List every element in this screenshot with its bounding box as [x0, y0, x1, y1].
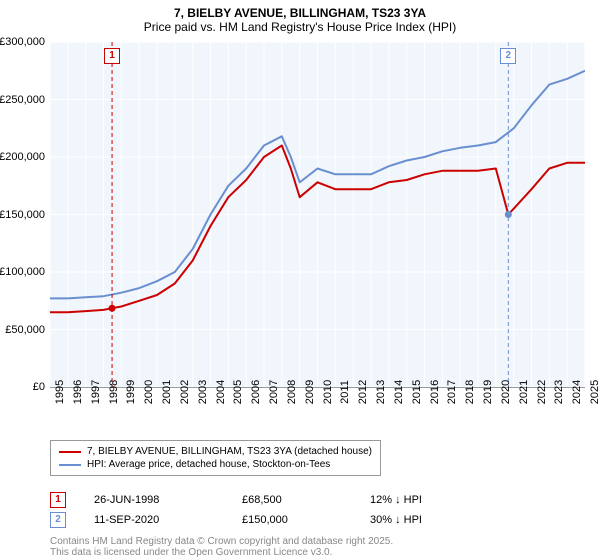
transactions-table: 1 26-JUN-1998 £68,500 12% ↓ HPI 2 11-SEP-2020… [50, 490, 585, 530]
x-axis-label: 2010 [322, 380, 334, 404]
x-axis-label: 2025 [589, 380, 600, 404]
x-axis-label: 2001 [161, 380, 173, 404]
attribution: Contains HM Land Registry data © Crown c… [50, 536, 393, 558]
y-axis-label: £50,000 [5, 324, 45, 336]
legend-label-1: 7, BIELBY AVENUE, BILLINGHAM, TS23 3YA (… [87, 446, 372, 457]
y-axis-label: £0 [33, 381, 45, 393]
x-axis-label: 2005 [232, 380, 244, 404]
x-axis-label: 1995 [54, 380, 66, 404]
transaction-row: 2 11-SEP-2020 £150,000 30% ↓ HPI [50, 510, 585, 530]
x-axis-label: 2017 [446, 380, 458, 404]
chart-title-line1: 7, BIELBY AVENUE, BILLINGHAM, TS23 3YA [0, 0, 600, 20]
callout-marker: 2 [500, 48, 516, 64]
chart-title-line2: Price paid vs. HM Land Registry's House … [0, 20, 600, 38]
x-axis-label: 2008 [286, 380, 298, 404]
transaction-marker: 1 [50, 492, 66, 508]
chart-container: 7, BIELBY AVENUE, BILLINGHAM, TS23 3YA P… [0, 0, 600, 560]
transaction-delta: 12% ↓ HPI [370, 494, 422, 506]
x-axis-label: 2019 [482, 380, 494, 404]
x-axis-label: 1999 [125, 380, 137, 404]
attribution-line2: This data is licensed under the Open Gov… [50, 547, 393, 558]
legend-swatch-1 [59, 451, 81, 453]
x-axis-label: 1998 [108, 380, 120, 404]
attribution-line1: Contains HM Land Registry data © Crown c… [50, 536, 393, 547]
x-axis-label: 2009 [304, 380, 316, 404]
y-axis-label: £150,000 [0, 209, 45, 221]
x-axis-label: 2002 [179, 380, 191, 404]
y-axis-label: £100,000 [0, 266, 45, 278]
x-axis-label: 2007 [268, 380, 280, 404]
legend-box: 7, BIELBY AVENUE, BILLINGHAM, TS23 3YA (… [50, 440, 381, 476]
x-axis-label: 1996 [72, 380, 84, 404]
legend-row-2: HPI: Average price, detached house, Stoc… [59, 458, 372, 471]
x-axis-label: 2022 [536, 380, 548, 404]
y-axis-label: £300,000 [0, 36, 45, 48]
x-axis-label: 2024 [571, 380, 583, 404]
y-axis-label: £200,000 [0, 151, 45, 163]
x-axis-label: 2015 [411, 380, 423, 404]
x-axis-label: 2016 [429, 380, 441, 404]
legend-container: 7, BIELBY AVENUE, BILLINGHAM, TS23 3YA (… [50, 440, 585, 476]
transaction-date: 11-SEP-2020 [94, 514, 214, 526]
x-axis-label: 2018 [464, 380, 476, 404]
x-axis-label: 2004 [215, 380, 227, 404]
transaction-date: 26-JUN-1998 [94, 494, 214, 506]
transaction-row: 1 26-JUN-1998 £68,500 12% ↓ HPI [50, 490, 585, 510]
plot-area: 12£0£50,000£100,000£150,000£200,000£250,… [50, 42, 585, 388]
x-axis-label: 2014 [393, 380, 405, 404]
transaction-delta: 30% ↓ HPI [370, 514, 422, 526]
x-axis-label: 2011 [339, 380, 351, 404]
x-axis-label: 2013 [375, 380, 387, 404]
x-axis-label: 2020 [500, 380, 512, 404]
legend-swatch-2 [59, 464, 81, 466]
callout-marker: 1 [104, 48, 120, 64]
x-axis-label: 2006 [250, 380, 262, 404]
transaction-marker: 2 [50, 512, 66, 528]
x-axis-label: 2012 [357, 380, 369, 404]
transaction-price: £68,500 [242, 494, 342, 506]
x-axis-label: 2023 [553, 380, 565, 404]
legend-row-1: 7, BIELBY AVENUE, BILLINGHAM, TS23 3YA (… [59, 445, 372, 458]
x-axis-label: 1997 [90, 380, 102, 404]
plot-svg [50, 42, 585, 387]
x-axis-label: 2003 [197, 380, 209, 404]
x-axis-label: 2000 [143, 380, 155, 404]
y-axis-label: £250,000 [0, 94, 45, 106]
legend-label-2: HPI: Average price, detached house, Stoc… [87, 459, 330, 470]
x-axis-label: 2021 [518, 380, 530, 404]
transaction-price: £150,000 [242, 514, 342, 526]
